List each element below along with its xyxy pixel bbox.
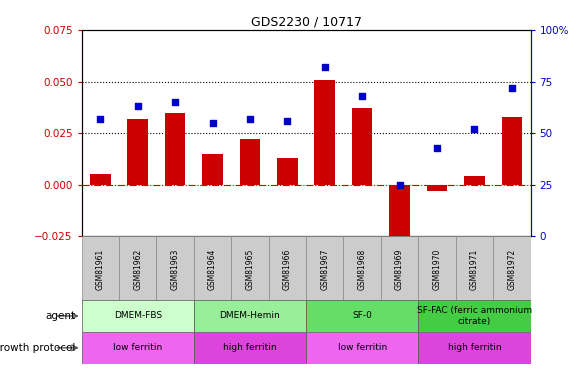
Text: GSM81965: GSM81965: [245, 248, 254, 290]
Text: GSM81961: GSM81961: [96, 249, 105, 290]
Text: SF-0: SF-0: [352, 311, 372, 320]
Title: GDS2230 / 10717: GDS2230 / 10717: [251, 16, 361, 29]
Bar: [82, 332, 194, 364]
Text: low ferritin: low ferritin: [338, 344, 387, 352]
Text: GSM81970: GSM81970: [433, 248, 441, 290]
Bar: [119, 236, 156, 302]
Bar: [352, 108, 373, 185]
Bar: [419, 332, 531, 364]
Point: [357, 93, 367, 99]
Bar: [381, 236, 419, 302]
Bar: [306, 300, 419, 332]
Point: [507, 85, 517, 91]
Text: high ferritin: high ferritin: [448, 344, 501, 352]
Bar: [427, 185, 447, 191]
Text: DMEM-Hemin: DMEM-Hemin: [220, 311, 280, 320]
Bar: [90, 174, 111, 185]
Text: growth protocol: growth protocol: [0, 343, 76, 353]
Bar: [194, 236, 231, 302]
Bar: [419, 300, 531, 332]
Point: [320, 64, 329, 70]
Text: agent: agent: [45, 311, 76, 321]
Text: GSM81969: GSM81969: [395, 248, 404, 290]
Point: [433, 145, 442, 151]
Bar: [456, 236, 493, 302]
Text: GSM81963: GSM81963: [171, 248, 180, 290]
Bar: [269, 236, 306, 302]
Text: GSM81964: GSM81964: [208, 248, 217, 290]
Text: high ferritin: high ferritin: [223, 344, 277, 352]
Text: GSM81972: GSM81972: [507, 249, 517, 290]
Point: [208, 120, 217, 126]
Bar: [194, 332, 306, 364]
Bar: [501, 117, 522, 185]
Text: GSM81967: GSM81967: [320, 248, 329, 290]
Bar: [202, 154, 223, 185]
Bar: [82, 300, 194, 332]
Bar: [343, 236, 381, 302]
Point: [170, 99, 180, 105]
Text: low ferritin: low ferritin: [113, 344, 162, 352]
Bar: [194, 300, 306, 332]
Bar: [165, 112, 185, 185]
Text: DMEM-FBS: DMEM-FBS: [114, 311, 162, 320]
Bar: [231, 236, 269, 302]
Bar: [306, 236, 343, 302]
Bar: [314, 80, 335, 185]
Point: [133, 103, 142, 110]
Bar: [240, 140, 260, 185]
Point: [283, 118, 292, 124]
Bar: [389, 185, 410, 247]
Bar: [493, 236, 531, 302]
Text: SF-FAC (ferric ammonium
citrate): SF-FAC (ferric ammonium citrate): [417, 306, 532, 326]
Text: GSM81966: GSM81966: [283, 248, 292, 290]
Bar: [306, 332, 419, 364]
Bar: [156, 236, 194, 302]
Bar: [464, 177, 484, 185]
Point: [395, 182, 404, 188]
Point: [245, 116, 255, 122]
Text: GSM81962: GSM81962: [134, 249, 142, 290]
Bar: [277, 158, 298, 185]
Bar: [128, 118, 148, 185]
Bar: [82, 236, 119, 302]
Bar: [419, 236, 456, 302]
Text: GSM81968: GSM81968: [358, 249, 367, 290]
Point: [470, 126, 479, 132]
Point: [96, 116, 105, 122]
Text: GSM81971: GSM81971: [470, 249, 479, 290]
